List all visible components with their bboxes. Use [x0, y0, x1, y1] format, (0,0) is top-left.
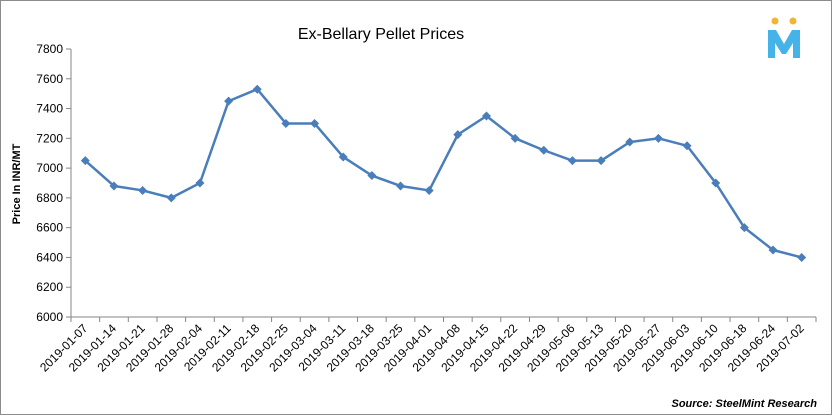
y-tick-label: 6200 — [36, 280, 63, 294]
data-point — [252, 84, 262, 94]
data-point — [224, 96, 234, 106]
data-point — [625, 137, 635, 147]
data-point — [195, 178, 205, 188]
data-point — [739, 223, 749, 233]
data-point — [396, 181, 406, 191]
y-tick-label: 6000 — [36, 310, 63, 324]
data-point — [797, 252, 807, 262]
data-point — [80, 156, 90, 166]
data-point — [567, 156, 577, 166]
data-point — [109, 181, 119, 191]
y-tick-label: 6600 — [36, 221, 63, 235]
y-tick-label: 7200 — [36, 131, 63, 145]
data-point — [138, 185, 148, 195]
data-point — [310, 118, 320, 128]
y-tick-label: 6800 — [36, 191, 63, 205]
data-point — [166, 193, 176, 203]
y-tick-label: 7600 — [36, 72, 63, 86]
y-tick-label: 7400 — [36, 102, 63, 116]
data-point — [481, 111, 491, 121]
chart-title: Ex-Bellary Pellet Prices — [298, 26, 464, 43]
data-point — [281, 118, 291, 128]
data-point — [338, 152, 348, 162]
data-point — [510, 133, 520, 143]
series-line — [84, 87, 802, 259]
data-point — [539, 145, 549, 155]
data-point — [367, 171, 377, 181]
y-axis-label: Price In INR/MT — [11, 143, 23, 224]
series-layer — [80, 84, 807, 262]
x-axis-ticks: 2019-01-072019-01-142019-01-212019-01-28… — [37, 317, 817, 375]
y-axis-ticks: 6000 6200 6400 6600 6800 7000 7200 7400 7600 7800 — [36, 42, 71, 324]
y-tick-label: 7800 — [36, 42, 63, 56]
data-point — [596, 156, 606, 166]
source-note: Source: SteelMint Research — [672, 398, 818, 410]
axes — [70, 49, 816, 318]
data-point — [424, 185, 434, 195]
y-tick-label: 6400 — [36, 250, 63, 264]
data-point — [453, 130, 463, 140]
data-point — [711, 178, 721, 188]
data-point — [682, 141, 692, 151]
y-tick-label: 7000 — [36, 161, 63, 175]
data-point — [653, 133, 663, 143]
steelmint-logo-icon — [768, 17, 800, 58]
data-point — [768, 245, 778, 255]
